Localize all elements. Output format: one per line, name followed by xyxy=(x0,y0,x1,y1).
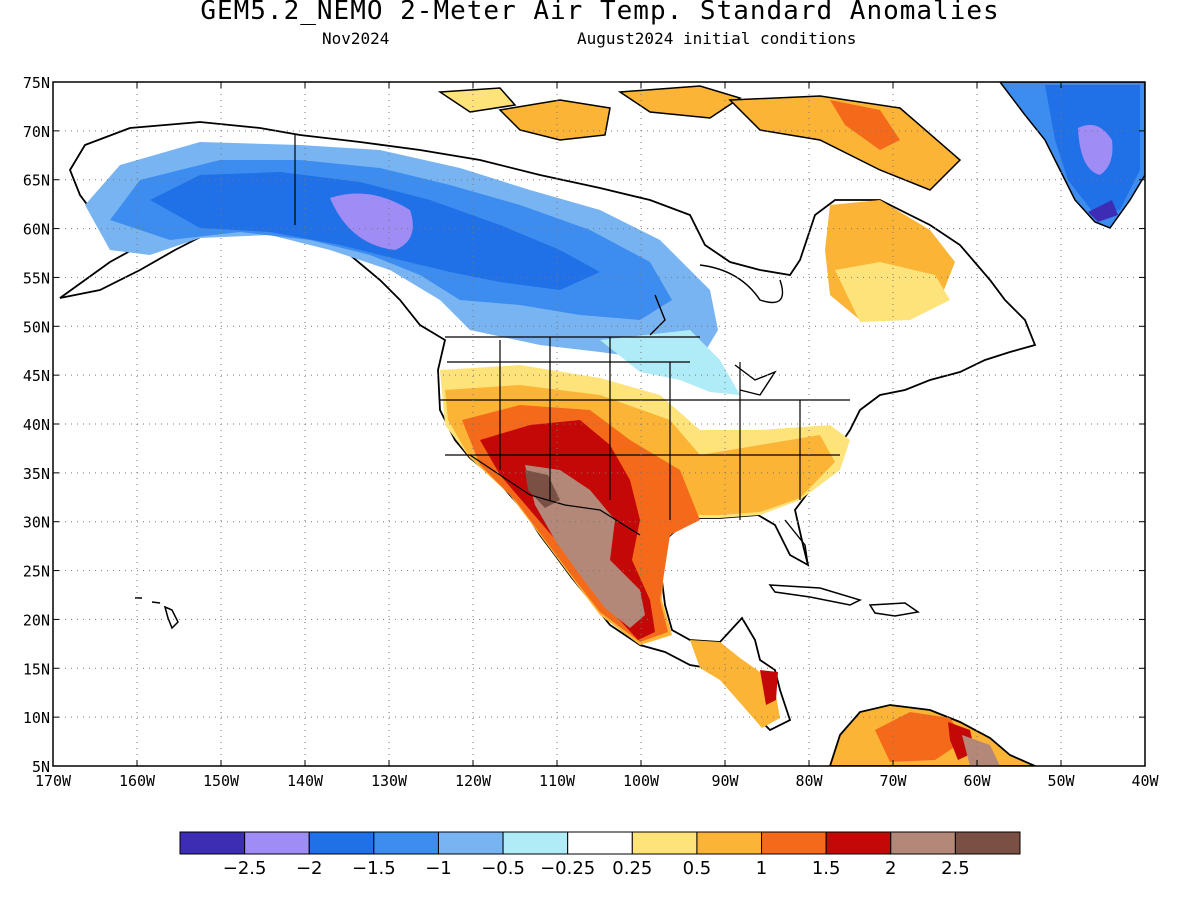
forecast-month: Nov2024 xyxy=(322,29,390,48)
colorbar-label: 2.5 xyxy=(941,858,970,879)
lat-label: 55N xyxy=(23,269,50,287)
colorbar-label: −2.5 xyxy=(223,858,267,879)
colorbar-swatch xyxy=(696,831,763,855)
colorbar-swatch xyxy=(890,831,956,855)
cuba xyxy=(768,584,863,606)
arctic-island-anom xyxy=(830,100,900,150)
colorbar-swatch xyxy=(954,831,1021,855)
lon-label: 90W xyxy=(711,772,739,790)
greenland-anom-3 xyxy=(1088,200,1118,222)
colorbar-swatch xyxy=(567,831,633,855)
lon-label: 150W xyxy=(203,772,240,790)
lon-label: 160W xyxy=(119,772,156,790)
greenland-anom-2 xyxy=(1078,124,1113,175)
lat-label: 10N xyxy=(23,709,50,727)
arctic-island-3 xyxy=(617,85,742,119)
lon-label: 60W xyxy=(963,772,991,790)
central-america-anom-2 xyxy=(760,670,778,705)
initial-conditions: August2024 initial conditions xyxy=(577,29,857,48)
lon-label: 50W xyxy=(1047,772,1075,790)
colorbar-label: 2 xyxy=(885,858,896,879)
lon-label: 110W xyxy=(539,772,576,790)
lat-label: 45N xyxy=(23,367,50,385)
colorbar-swatch xyxy=(502,831,569,855)
colorbar-swatch xyxy=(179,831,246,855)
lat-label: 60N xyxy=(23,221,50,239)
lat-label: 75N xyxy=(23,74,50,92)
arctic-island-4 xyxy=(728,95,962,191)
colorbar-label: −0.25 xyxy=(540,858,595,879)
colorbar-label: 1 xyxy=(756,858,767,879)
arctic-island-2 xyxy=(437,87,517,113)
yukon-anom-strongest xyxy=(330,193,413,250)
lat-lon-grid xyxy=(53,82,1145,766)
colorbar-label: 0.25 xyxy=(612,858,652,879)
lat-label: 5N xyxy=(32,758,50,776)
colorbar-label: −1 xyxy=(425,858,452,879)
lat-label: 50N xyxy=(23,318,50,336)
lat-label: 30N xyxy=(23,514,50,532)
lon-label: 70W xyxy=(879,772,907,790)
lon-label: 130W xyxy=(371,772,408,790)
coastline-details xyxy=(649,264,809,566)
lon-label: 170W xyxy=(35,772,72,790)
hawaii-islands xyxy=(135,597,179,630)
colorbar-label: 0.5 xyxy=(683,858,712,879)
colorbar-label: −0.5 xyxy=(481,858,525,879)
mexico-anom-3 xyxy=(525,470,560,508)
colorbar-swatch xyxy=(761,831,827,855)
arctic-island-1 xyxy=(498,99,611,141)
axis-ticks xyxy=(52,81,1146,767)
longitude-labels: 170W 160W 150W 140W 130W 120W 110W 100W 90W 80W 70… xyxy=(35,772,1160,790)
lon-label: 140W xyxy=(287,772,324,790)
lat-label: 25N xyxy=(23,563,50,581)
colorbar-swatch xyxy=(244,831,310,855)
colorbar-swatch xyxy=(308,831,375,855)
colorbar-swatch xyxy=(373,831,439,855)
colorbar-label: −2 xyxy=(296,858,323,879)
lon-label: 120W xyxy=(455,772,492,790)
colorbar-swatch xyxy=(631,831,698,855)
lat-label: 15N xyxy=(23,660,50,678)
lat-label: 40N xyxy=(23,416,50,434)
mexico-anom-25 xyxy=(525,465,645,628)
lon-label: 100W xyxy=(623,772,660,790)
colorbar-labels: −2.5 −2 −1.5 −1 −0.5 −0.25 0.25 0.5 1 1.5 2 2.5 xyxy=(223,858,970,879)
lat-label: 20N xyxy=(23,611,50,629)
lat-label: 65N xyxy=(23,172,50,190)
latitude-labels: 75N 70N 65N 60N 55N 50N 45N 40N 35N 30N 25N 20N 15N 1… xyxy=(23,74,50,776)
map-plot-area xyxy=(53,82,1145,766)
political-borders xyxy=(294,135,850,536)
lon-label: 40W xyxy=(1131,772,1159,790)
central-america-anom xyxy=(690,640,780,728)
lon-label: 80W xyxy=(795,772,823,790)
colorbar-swatch xyxy=(825,831,892,855)
hispaniola xyxy=(868,602,920,617)
colorbar xyxy=(179,831,1021,855)
map-title: GEM5.2_NEMO 2-Meter Air Temp. Standard A… xyxy=(200,0,1000,26)
lat-label: 35N xyxy=(23,465,50,483)
colorbar-swatch xyxy=(437,831,504,855)
south-america-anom-15 xyxy=(875,712,965,762)
south-america-anom-25 xyxy=(962,735,1000,766)
lat-label: 70N xyxy=(23,123,50,141)
colorbar-label: 1.5 xyxy=(812,858,841,879)
colorbar-label: −1.5 xyxy=(352,858,396,879)
